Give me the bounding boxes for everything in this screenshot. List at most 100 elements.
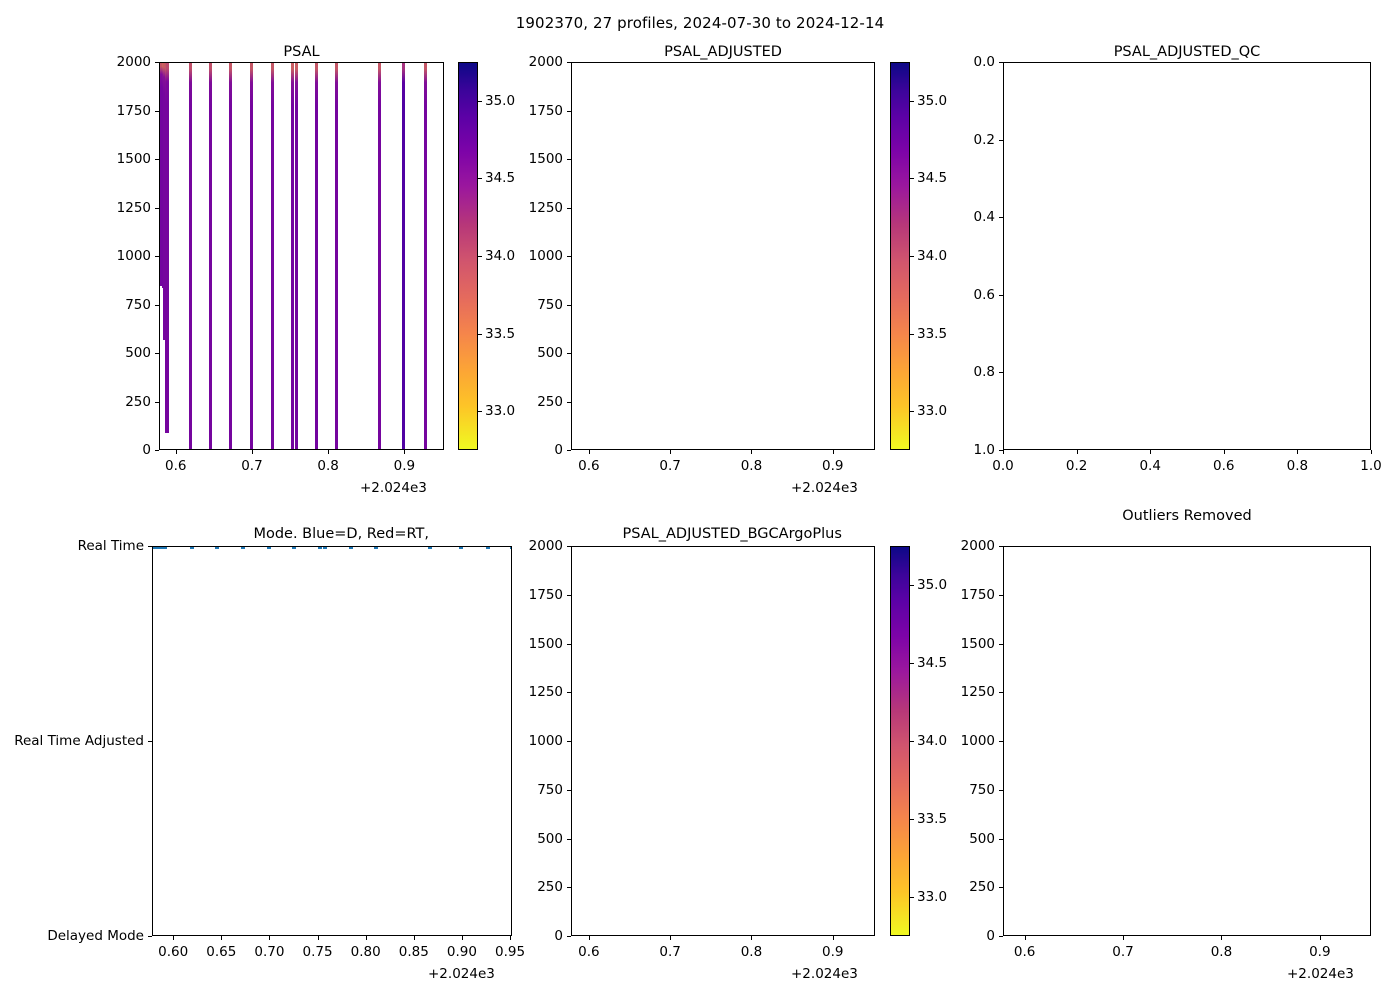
colorbar-tick-label: 34.5 (485, 170, 516, 187)
x-tick-mark (832, 936, 834, 940)
y-tick-mark (567, 353, 571, 354)
y-tick-label: 0 (142, 442, 151, 458)
colorbar-tick-label: 33.5 (917, 325, 948, 342)
x-tick-mark (510, 936, 512, 940)
y-tick-label: 1500 (960, 635, 995, 652)
x-tick-label: 1.0 (1360, 458, 1382, 474)
colorbar-tick-mark (478, 178, 482, 180)
psal-profile-trace (377, 63, 381, 449)
x-tick-label: 0.0 (992, 458, 1014, 474)
y-tick-mark (999, 936, 1003, 937)
x-tick-mark (461, 936, 463, 940)
y-tick-label: 250 (125, 393, 151, 410)
x-tick-mark (251, 450, 253, 454)
colorbar-tick-label: 33.5 (917, 811, 948, 827)
x-tick-label: 0.2 (1065, 458, 1088, 474)
x-axis-offset-text: +2.024e3 (1287, 966, 1354, 982)
x-tick-label: 0.60 (158, 944, 189, 960)
axes-psal-adjusted-bgcargoplus[interactable] (571, 546, 875, 936)
y-tick-mark (999, 692, 1003, 694)
colorbar-tick-mark (910, 411, 914, 413)
y-tick-mark (567, 304, 571, 306)
y-tick-mark (567, 594, 571, 596)
colorbar-tick-label: 33.0 (917, 403, 948, 420)
y-tick-label: 250 (537, 879, 563, 896)
axes-psal[interactable] (159, 62, 444, 450)
colorbar-bgcargoplus (890, 546, 910, 936)
y-tick-label: 0.6 (973, 286, 995, 303)
x-tick-mark (328, 450, 330, 454)
y-tick-label: 1500 (528, 151, 563, 167)
mode-scatter-point (266, 547, 271, 549)
x-tick-label: 0.6 (1013, 944, 1036, 960)
x-tick-mark (670, 450, 672, 454)
x-tick-mark (173, 936, 175, 940)
y-tick-mark (567, 838, 571, 840)
x-tick-mark (404, 450, 406, 454)
figure-suptitle: 1902370, 27 profiles, 2024-07-30 to 2024… (515, 14, 885, 32)
y-tick-mark (567, 62, 571, 63)
y-tick-mark (155, 353, 159, 354)
x-tick-label: 0.6 (1213, 458, 1235, 474)
colorbar-psal (458, 62, 478, 450)
colorbar-tick-label: 34.5 (917, 655, 948, 671)
colorbar-tick-mark (910, 256, 914, 257)
axes-title-outliers-removed: Outliers Removed (1122, 508, 1252, 524)
x-tick-mark (1024, 936, 1026, 940)
x-tick-label: 0.4 (1139, 458, 1161, 474)
y-tick-mark (567, 692, 571, 694)
colorbar-tick-mark (478, 411, 482, 413)
colorbar-tick-label: 35.0 (485, 92, 516, 109)
y-tick-label: 1750 (960, 586, 995, 603)
x-tick-label: 0.65 (206, 944, 237, 960)
x-tick-mark (1003, 450, 1004, 454)
y-tick-mark (999, 217, 1003, 219)
y-tick-mark (567, 450, 571, 451)
psal-profile-trace (423, 63, 427, 449)
y-tick-label: 2000 (116, 54, 151, 70)
axes-outliers-removed[interactable] (1003, 546, 1371, 936)
axes-mode[interactable] (152, 546, 512, 936)
axes-title-psal-adjusted: PSAL_ADJUSTED (664, 44, 782, 60)
y-tick-label: 750 (125, 296, 151, 313)
colorbar-tick-mark (910, 663, 914, 664)
psal-profile-trace (164, 63, 168, 433)
mode-scatter-point (428, 547, 433, 549)
axes-psal-adjusted-qc[interactable] (1003, 62, 1371, 450)
y-tick-mark (155, 110, 159, 112)
x-tick-mark (1297, 450, 1299, 454)
y-tick-label: Real Time Adjusted (14, 733, 144, 749)
y-tick-mark (155, 62, 159, 63)
x-tick-label: 0.70 (254, 944, 285, 960)
x-axis-offset-text: +2.024e3 (428, 966, 495, 982)
y-tick-label: 750 (537, 781, 563, 798)
x-tick-mark (269, 936, 271, 940)
mode-scatter-point (318, 547, 323, 549)
y-tick-label: 1000 (116, 248, 151, 264)
x-tick-label: 0.6 (578, 944, 600, 960)
colorbar-tick-mark (478, 100, 482, 102)
x-tick-label: 0.6 (578, 458, 600, 474)
x-tick-label: 0.95 (495, 944, 526, 960)
y-tick-mark (999, 450, 1003, 451)
y-tick-mark (148, 936, 152, 937)
x-tick-label: 0.7 (659, 458, 681, 474)
y-tick-label: 1500 (528, 635, 563, 652)
y-tick-mark (999, 838, 1003, 840)
y-tick-mark (999, 643, 1003, 645)
y-tick-label: Real Time (77, 538, 144, 554)
y-tick-mark (999, 741, 1003, 742)
y-tick-label: 0.4 (973, 209, 995, 226)
axes-psal-adjusted[interactable] (571, 62, 875, 450)
psal-profile-trace (315, 63, 319, 449)
x-tick-mark (317, 936, 319, 940)
x-tick-mark (1150, 450, 1152, 454)
x-tick-mark (1319, 936, 1321, 940)
y-tick-mark (999, 594, 1003, 596)
x-tick-label: 0.9 (821, 458, 844, 474)
x-axis-offset-text: +2.024e3 (360, 480, 427, 496)
axes-title-psal: PSAL (283, 44, 320, 60)
x-tick-label: 0.7 (659, 944, 681, 960)
psal-profile-trace (402, 63, 406, 449)
psal-profile-trace (163, 63, 167, 341)
